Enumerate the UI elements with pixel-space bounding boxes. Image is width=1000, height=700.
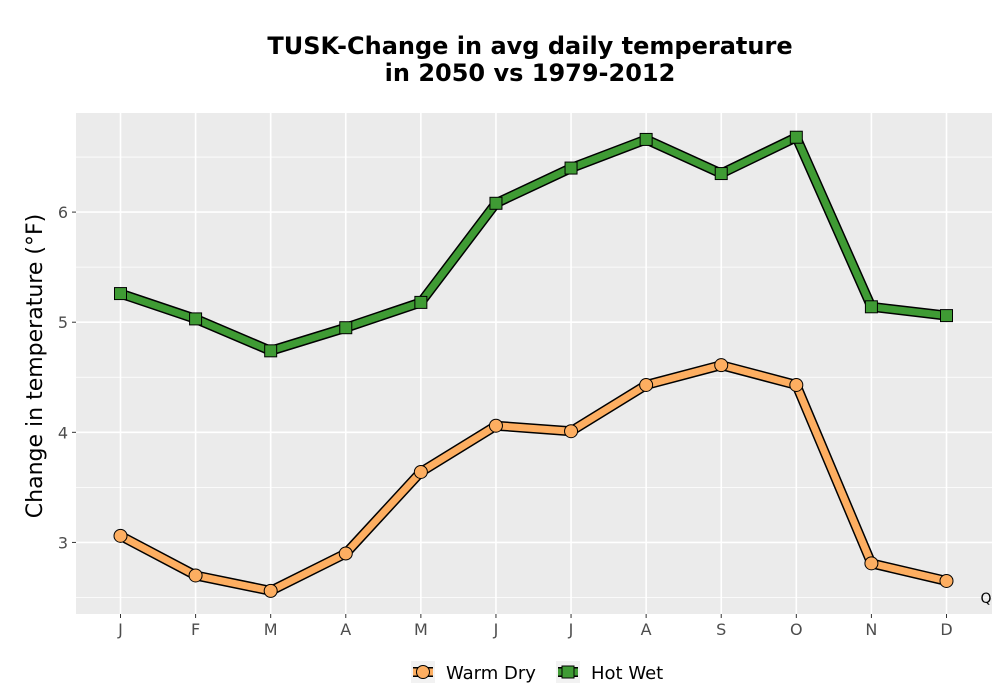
data-point (263, 583, 278, 598)
data-point (488, 418, 503, 433)
x-tick-label: M (264, 620, 278, 639)
y-axis-ticks: 3 4 5 6 (58, 203, 76, 552)
data-point (414, 295, 428, 309)
x-tick-label: M (414, 620, 428, 639)
data-point (939, 573, 954, 588)
data-point (489, 196, 503, 210)
legend-label: Hot Wet (591, 663, 663, 684)
data-point (864, 300, 878, 314)
legend-label: Warm Dry (446, 663, 536, 684)
x-tick-label: A (641, 620, 652, 639)
x-tick-label: A (340, 620, 351, 639)
x-tick-label: N (865, 620, 877, 639)
y-axis-label: Change in temperature (°F) (23, 214, 48, 518)
data-point (114, 287, 127, 301)
data-point (639, 377, 654, 392)
data-point (940, 309, 953, 323)
corner-annotation: Q (980, 591, 991, 607)
legend-item: Hot Wet (556, 661, 663, 684)
series-line (117, 361, 950, 595)
data-point (714, 358, 729, 373)
x-tick-label: J (568, 620, 574, 639)
legend-key-marker (561, 665, 575, 679)
data-point (789, 377, 804, 392)
x-tick-label: O (790, 620, 803, 639)
data-point (864, 556, 879, 571)
data-point (113, 528, 128, 543)
data-point (264, 344, 278, 358)
x-tick-label: J (493, 620, 499, 639)
legend: Warm Dry Hot Wet (411, 661, 663, 684)
data-point (714, 167, 728, 181)
data-point (639, 132, 653, 146)
grid-lines (76, 113, 992, 614)
x-tick-label: J (117, 620, 123, 639)
data-point (413, 464, 428, 479)
data-point (564, 161, 578, 175)
y-tick-label: 3 (58, 533, 68, 552)
y-tick-label: 5 (58, 313, 68, 332)
y-tick-label: 6 (58, 203, 68, 222)
plot-panel (76, 113, 992, 614)
chart-title-line-2: in 2050 vs 1979-2012 (385, 59, 676, 87)
legend-key-marker (416, 665, 430, 679)
x-tick-label: S (716, 620, 726, 639)
series-layer (113, 130, 954, 598)
data-point (189, 312, 203, 326)
data-point (338, 546, 353, 561)
series-hot-wet (114, 130, 953, 358)
data-point (339, 321, 353, 335)
data-point (789, 130, 803, 144)
data-point (564, 424, 579, 439)
y-tick-label: 4 (58, 423, 68, 442)
data-point (188, 568, 203, 583)
x-tick-label: F (191, 620, 200, 639)
chart-title-line-1: TUSK-Change in avg daily temperature (267, 32, 792, 60)
x-tick-label: D (940, 620, 952, 639)
series-warm-dry (113, 358, 954, 598)
series-line (117, 133, 950, 355)
legend-item: Warm Dry (411, 661, 536, 684)
